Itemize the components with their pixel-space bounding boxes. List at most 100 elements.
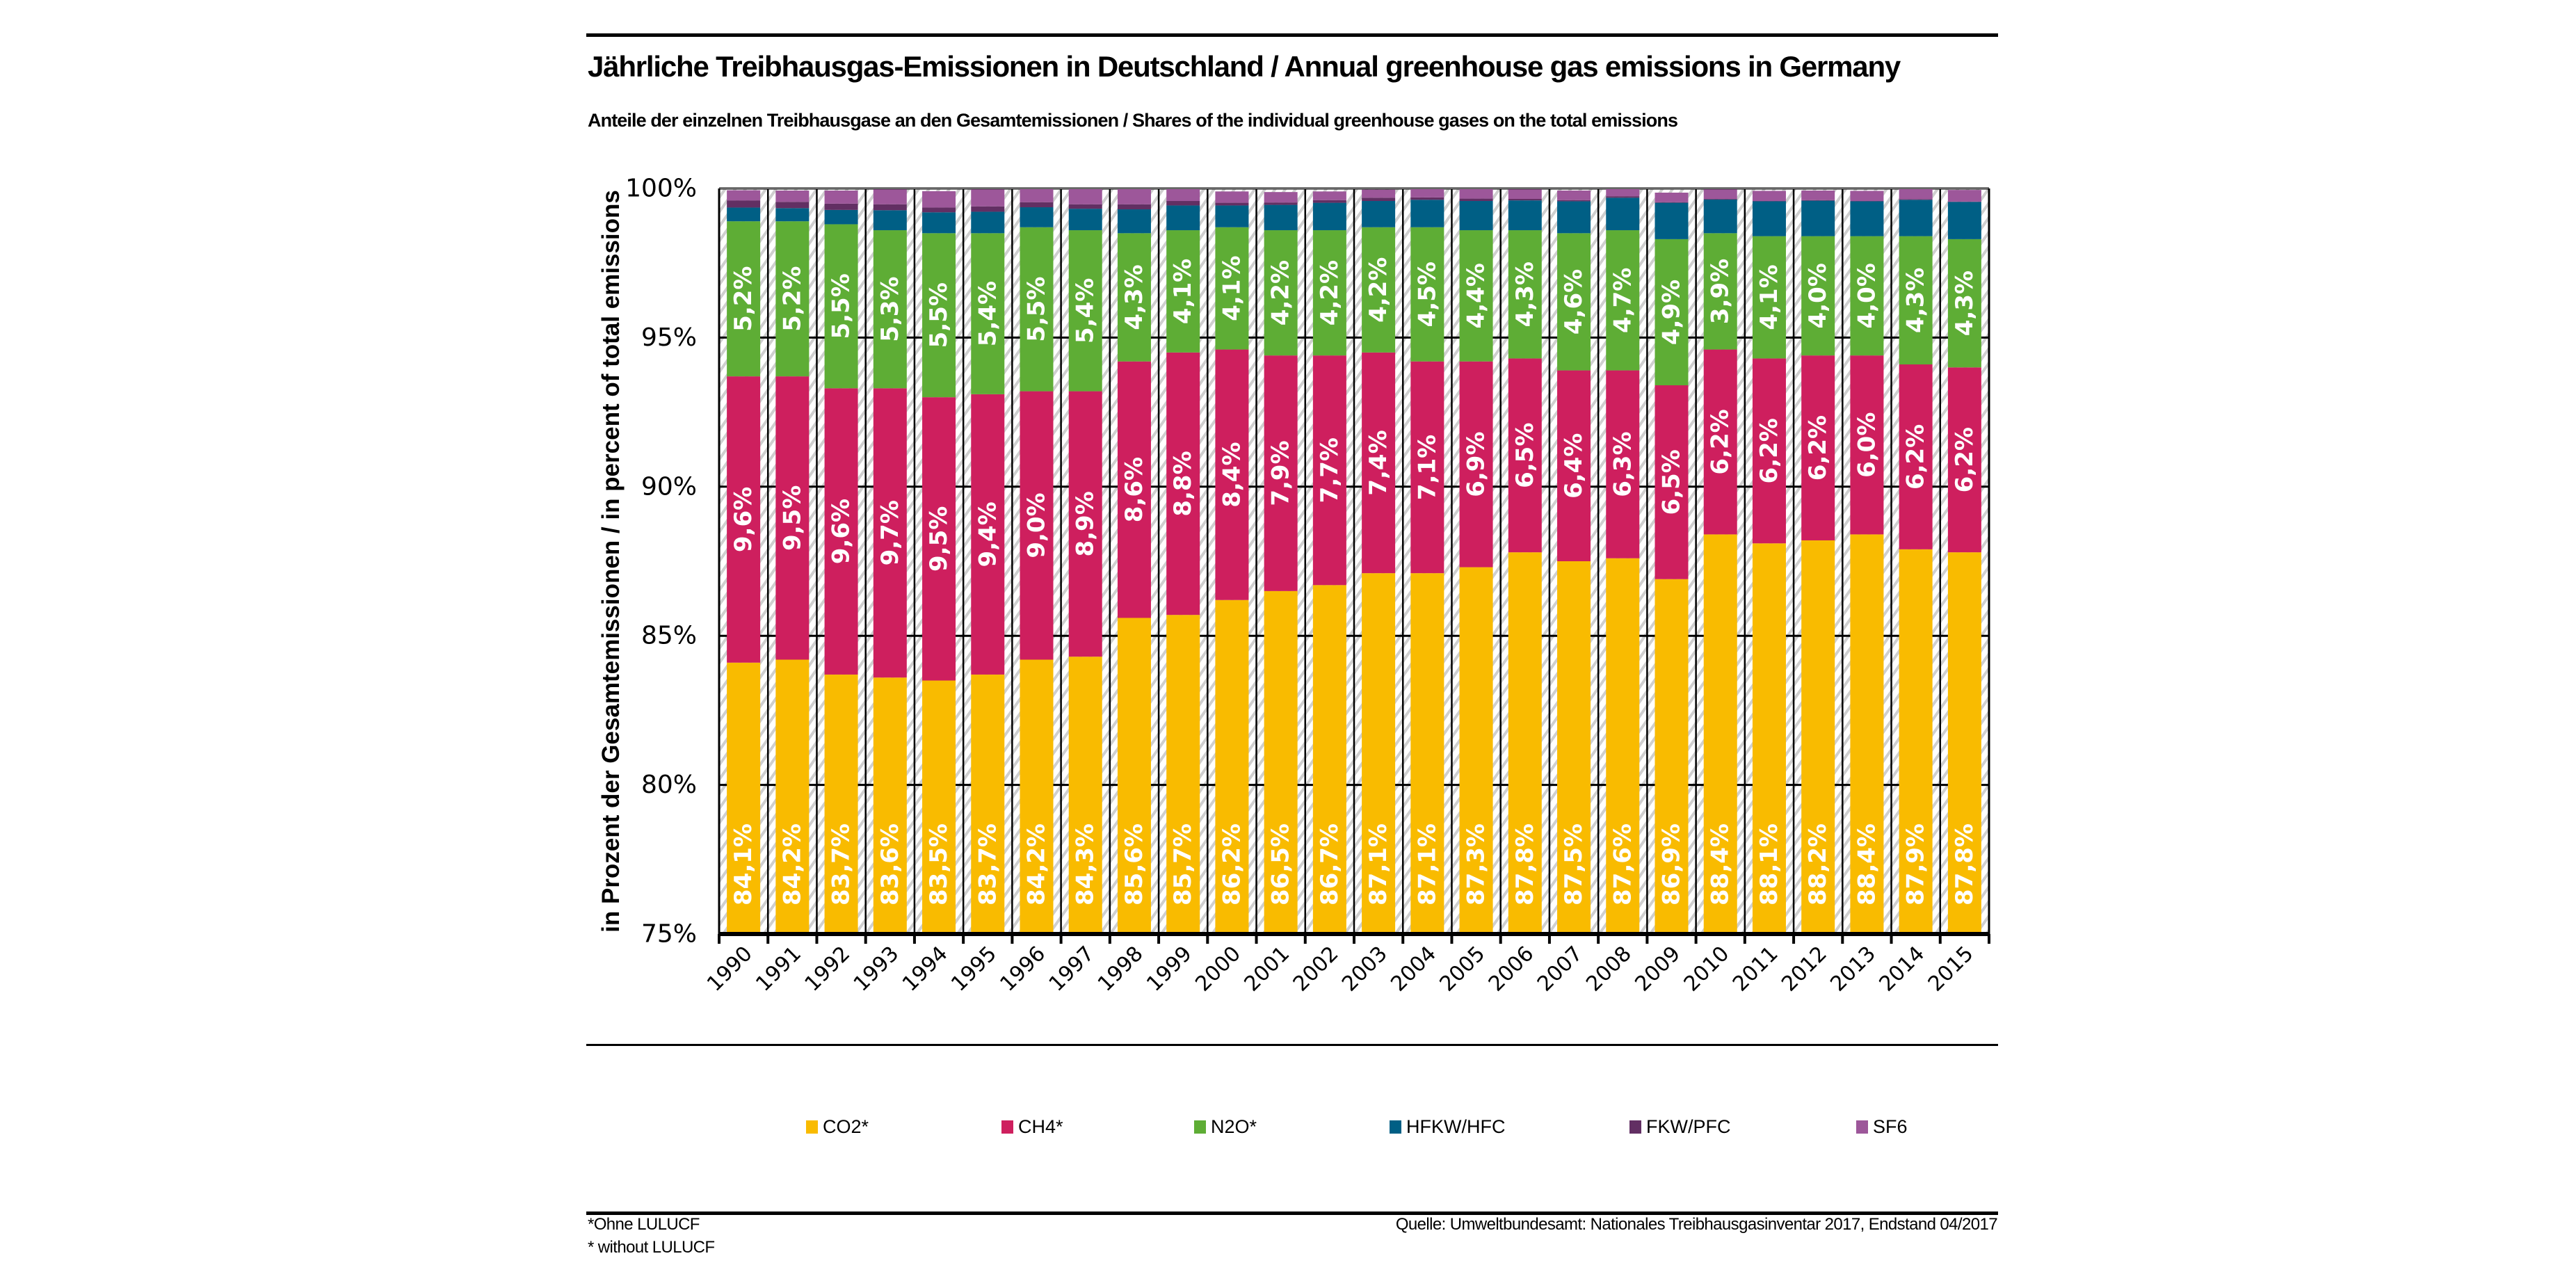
bar-segment-hfkw-hfc-1992	[824, 209, 858, 225]
bar-segment-sf6-2013	[1850, 191, 1884, 202]
chart-title: Jährliche Treibhausgas-Emissionen in Deu…	[588, 50, 1901, 83]
top-rule	[586, 33, 1998, 37]
bar-segment-ch4--1996	[1020, 391, 1054, 660]
bar-segment-fkw-pfc-1994	[922, 207, 956, 213]
y-tick-label: 90%	[641, 472, 697, 501]
bar-segment-ch4--1995	[971, 394, 1005, 675]
value-labels: 84,1% 9,6% 5,2% 84,2% 9,5% 5,2% 83,7% 9,6% 5,5% 8…	[730, 255, 1979, 905]
bar-segment-sf6-1998	[1117, 188, 1151, 204]
data-label: 4,1%	[1218, 255, 1246, 321]
bar-segment-fkw-pfc-2007	[1557, 200, 1591, 202]
bar-segment-sf6-2010	[1703, 189, 1737, 200]
bar-segment-co2--1990	[727, 662, 761, 934]
x-tick-label: 2007	[1533, 942, 1588, 997]
bar-segment-ch4--2007	[1557, 370, 1591, 561]
bar-segment-co2--2003	[1362, 573, 1396, 934]
bar-segment-hfkw-hfc-2003	[1362, 201, 1396, 227]
data-label: 8,9%	[1072, 491, 1100, 556]
data-label: 7,4%	[1365, 430, 1392, 495]
stacked-bar-chart: 84,1% 9,6% 5,2% 84,2% 9,5% 5,2% 83,7% 9,6% 5,5% 8…	[597, 175, 1990, 997]
bar-segment-fkw-pfc-1990	[727, 200, 761, 208]
y-tick-label: 75%	[641, 920, 697, 949]
data-label: 6,4%	[1560, 433, 1588, 499]
data-label: 84,2%	[1023, 823, 1051, 905]
bar-segment-sf6-2011	[1752, 191, 1786, 202]
bar-segment-sf6-2004	[1410, 188, 1444, 198]
y-tick-label: 85%	[641, 622, 697, 650]
x-tick-label: 2008	[1581, 942, 1636, 997]
x-tick-label: 1994	[898, 942, 953, 997]
bar-segment-co2--2015	[1947, 552, 1981, 934]
data-label: 4,0%	[1804, 263, 1832, 328]
data-label: 4,1%	[1755, 264, 1783, 330]
bar-segment-ch4--1997	[1068, 391, 1102, 657]
x-tick-label: 2003	[1337, 942, 1392, 997]
data-label: 4,2%	[1365, 257, 1392, 323]
legend-top-rule	[586, 1044, 1998, 1046]
bar-segment-sf6-1999	[1166, 188, 1200, 202]
bar-segment-ch4--1992	[824, 388, 858, 675]
bar-segment-n2o--2014	[1899, 236, 1933, 364]
data-label: 5,3%	[876, 277, 904, 342]
bar-segment-ch4--2003	[1362, 352, 1396, 574]
bar-segment-n2o--2012	[1801, 236, 1835, 356]
data-label: 6,9%	[1463, 431, 1490, 497]
footer-rule	[586, 1211, 1998, 1215]
x-tick-label: 2006	[1484, 942, 1539, 997]
x-tick-label: 1997	[1045, 942, 1100, 997]
bar-segment-hfkw-hfc-2012	[1801, 200, 1835, 236]
bar-segment-sf6-2005	[1459, 188, 1493, 199]
bar-segment-fkw-pfc-2005	[1459, 198, 1493, 202]
bar-segment-n2o--2003	[1362, 227, 1396, 353]
bar-segment-fkw-pfc-2009	[1655, 202, 1689, 203]
data-label: 4,1%	[1169, 259, 1197, 324]
bar-segment-hfkw-hfc-1998	[1117, 209, 1151, 234]
bar-separators	[766, 188, 1942, 934]
bar-segment-n2o--2010	[1703, 233, 1737, 350]
data-label: 9,7%	[876, 500, 904, 565]
data-label: 5,2%	[778, 266, 806, 332]
data-label: 4,3%	[1951, 271, 1979, 336]
bar-segment-co2--1998	[1117, 618, 1151, 934]
bar-segment-fkw-pfc-1996	[1020, 202, 1054, 208]
bar-segment-fkw-pfc-2010	[1703, 199, 1737, 200]
bar-segment-co2--2004	[1410, 573, 1444, 934]
data-label: 5,2%	[730, 266, 757, 332]
x-tick-label: 1990	[702, 942, 757, 997]
bar-segment-fkw-pfc-1998	[1117, 204, 1151, 210]
bar-segment-n2o--2006	[1508, 230, 1542, 359]
data-label: 5,4%	[1072, 278, 1100, 344]
data-label: 6,2%	[1951, 427, 1979, 492]
bar-segment-hfkw-hfc-1991	[775, 208, 810, 222]
data-label: 4,3%	[1511, 261, 1539, 327]
bar-segment-n2o--2004	[1410, 227, 1444, 362]
bar-segment-sf6-1995	[971, 189, 1005, 207]
bar-segment-fkw-pfc-1992	[824, 203, 858, 210]
bar-segment-hfkw-hfc-2005	[1459, 201, 1493, 231]
bar-segment-co2--1994	[922, 680, 956, 934]
y-tick-label: 100%	[625, 175, 697, 203]
bar-segment-sf6-2008	[1606, 188, 1640, 197]
bar-segment-n2o--1994	[922, 233, 956, 398]
bar-segment-ch4--2008	[1606, 370, 1640, 558]
bar-segment-n2o--1996	[1020, 227, 1054, 392]
bar-segment-sf6-1990	[727, 190, 761, 201]
bar-segment-hfkw-hfc-2007	[1557, 201, 1591, 234]
bar-segment-sf6-2001	[1264, 192, 1298, 203]
bar-segment-co2--2013	[1850, 534, 1884, 934]
bar-segment-fkw-pfc-2014	[1899, 199, 1933, 200]
bar-segment-ch4--2010	[1703, 349, 1737, 535]
data-label: 8,8%	[1169, 451, 1197, 516]
bar-segment-sf6-2007	[1557, 191, 1591, 200]
bar-segment-ch4--2004	[1410, 361, 1444, 574]
data-label: 88,2%	[1804, 823, 1832, 905]
data-label: 6,5%	[1511, 423, 1539, 488]
data-label: 86,5%	[1267, 823, 1295, 905]
data-label: 8,6%	[1120, 457, 1148, 522]
bar-segment-sf6-2002	[1312, 191, 1346, 200]
bar-segment-co2--2000	[1215, 599, 1249, 934]
data-label: 86,2%	[1218, 823, 1246, 905]
bar-segment-ch4--2001	[1264, 355, 1298, 591]
x-tick-label: 2015	[1924, 942, 1979, 997]
source-note: Quelle: Umweltbundesamt: Nationales Trei…	[1395, 1215, 1998, 1234]
